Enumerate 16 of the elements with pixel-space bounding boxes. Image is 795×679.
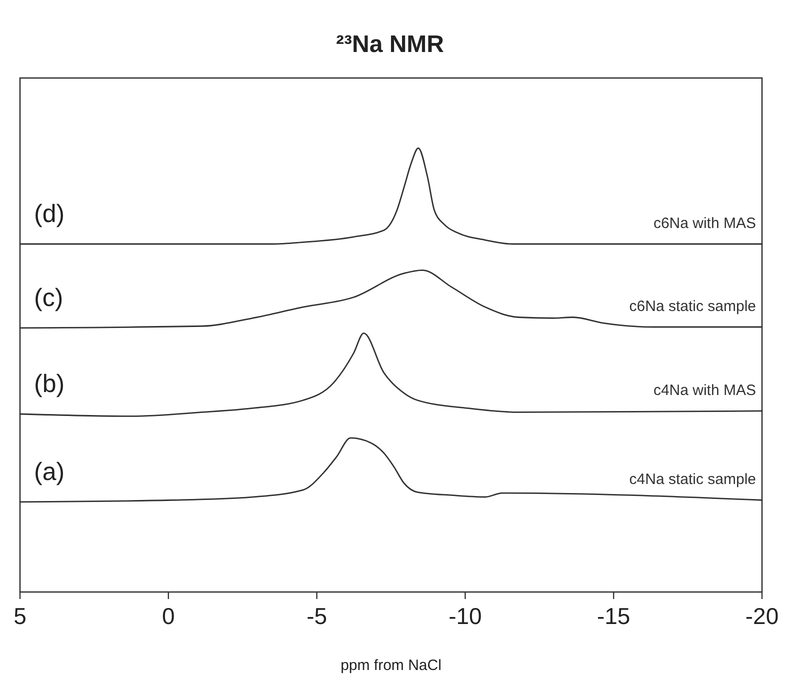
- x-axis-title: ppm from NaCl: [340, 657, 442, 674]
- x-tick-label: -5: [306, 603, 328, 629]
- series-label: c6Na static sample: [629, 298, 756, 316]
- x-tick-label: -15: [596, 603, 630, 629]
- x-tick-label: 0: [162, 603, 175, 629]
- chart-title: ²³Na NMR: [336, 31, 444, 58]
- x-tick-label: 5: [14, 603, 26, 629]
- series-label: c4Na static sample: [629, 471, 756, 488]
- annotation: (b): [34, 370, 65, 398]
- annotation: (d): [34, 200, 65, 228]
- annotation: (a): [34, 458, 65, 486]
- x-tick-label: -20: [745, 603, 779, 629]
- x-tick-label: -10: [448, 603, 482, 629]
- series-label: c6Na with MAS: [653, 215, 756, 232]
- series-label: c4Na with MAS: [653, 382, 756, 399]
- annotation: (c): [34, 284, 64, 312]
